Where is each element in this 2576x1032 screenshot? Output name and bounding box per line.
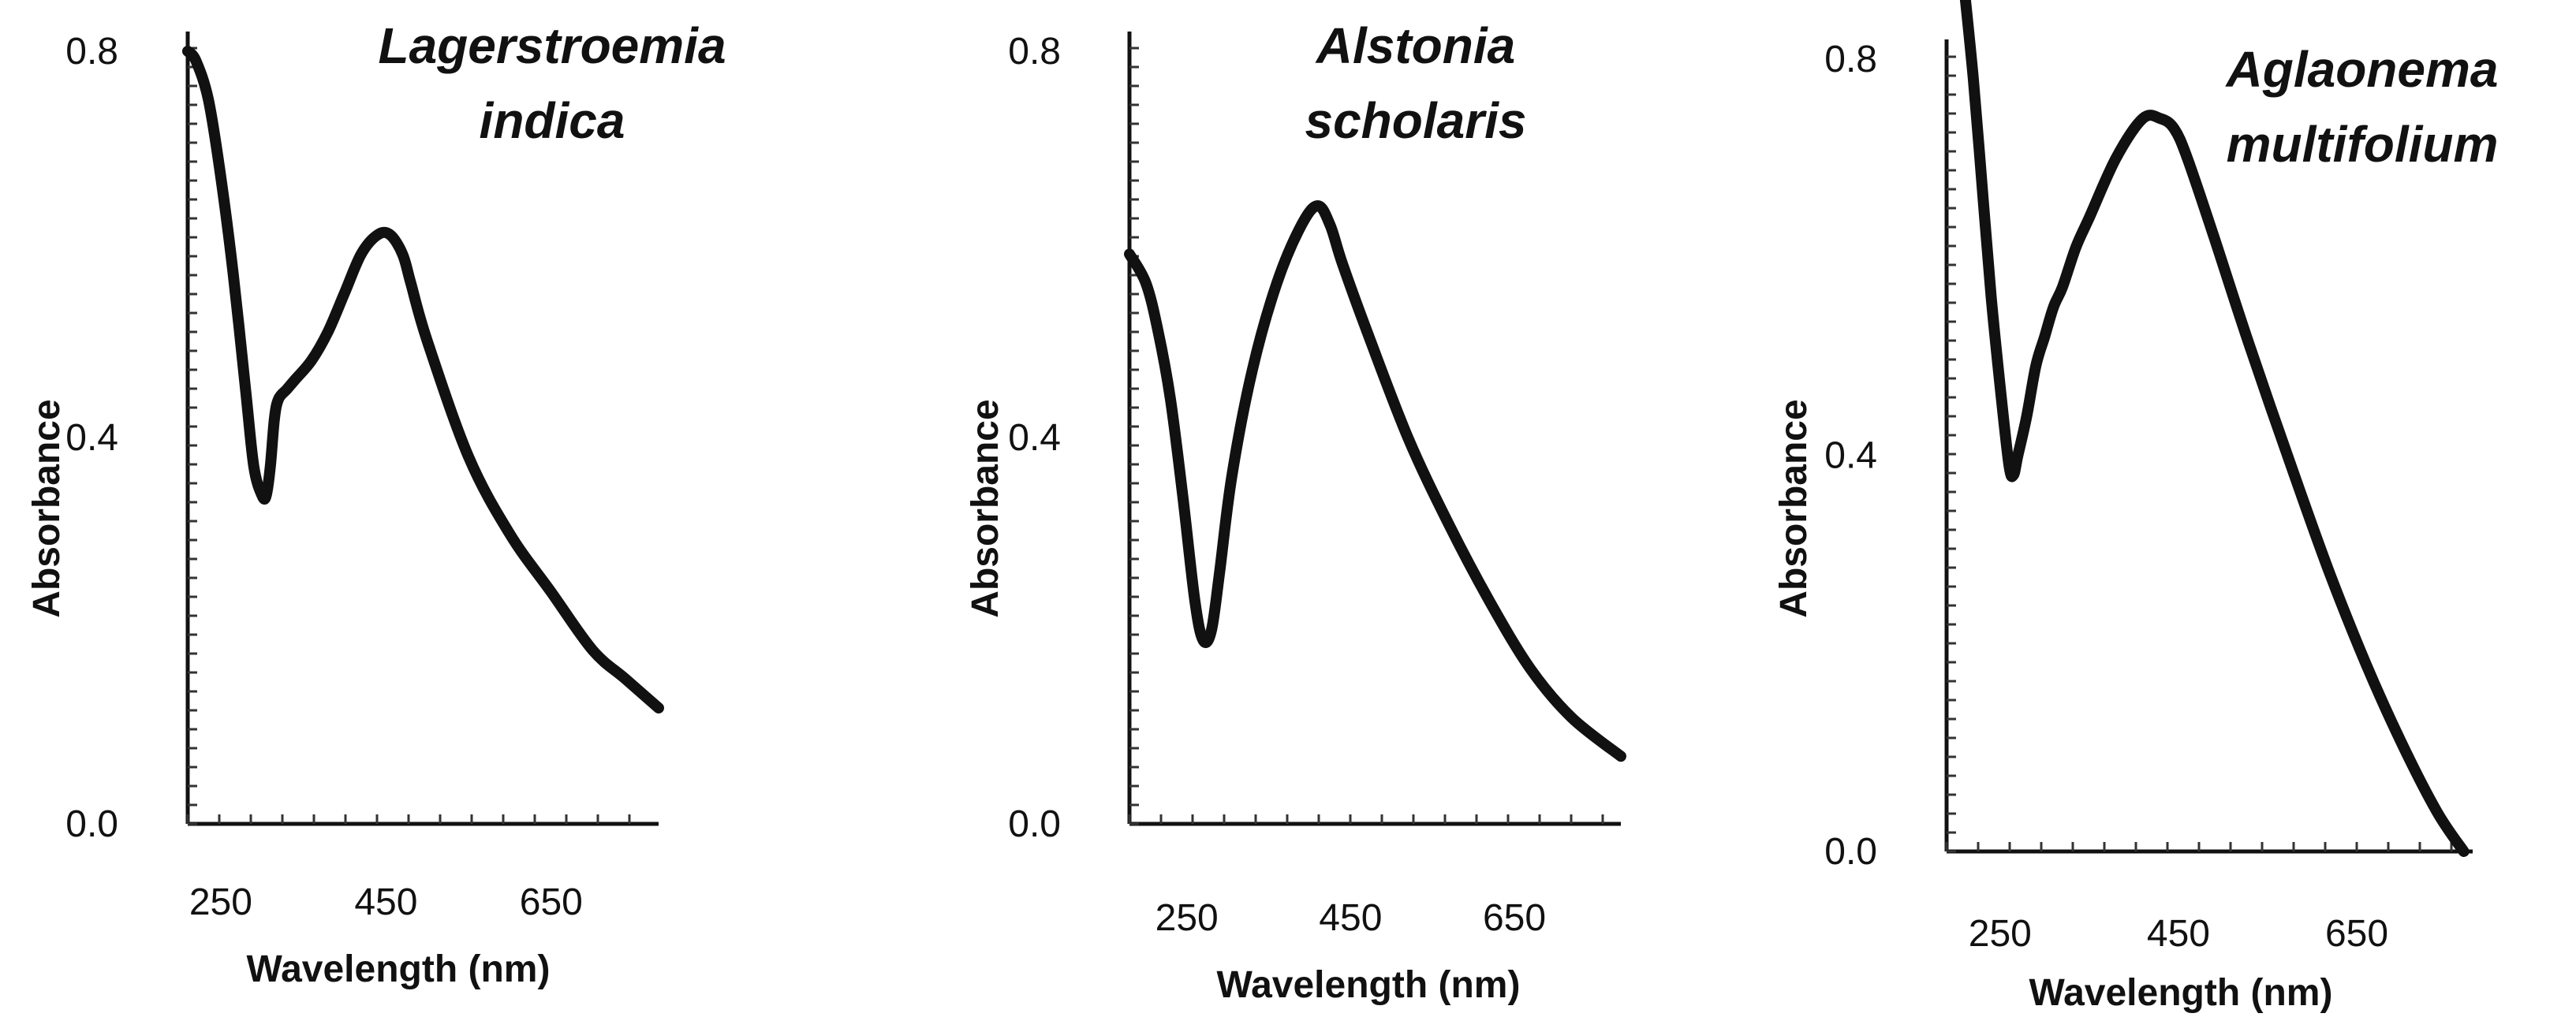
panel-2-y-tick-label-0.8: 0.8 — [1008, 31, 1061, 73]
panel-1-absorbance-curve — [182, 46, 664, 713]
chart-panel-1: Lagerstroemia indica Absorbance Waveleng… — [26, 17, 726, 990]
panel-2-minor-ticks — [1128, 47, 1604, 825]
panel-1-x-tick-labels: 250 450 650 — [189, 881, 583, 923]
panel-1-y-tick-label-0.8: 0.8 — [65, 31, 118, 73]
panel-2-y-tick-label-0.0: 0.0 — [1008, 803, 1061, 845]
chart-panel-3: Aglaonema multifolium Absorbance Wavelen… — [1773, 0, 2498, 1014]
panel-3-x-tick-label-450: 450 — [2147, 913, 2210, 955]
panel-3-title-line-1: Aglaonema — [2225, 41, 2499, 98]
panel-3-x-tick-labels: 250 450 650 — [1969, 913, 2388, 955]
panel-3-minor-ticks — [1945, 55, 2453, 853]
panel-2-x-tick-label-250: 250 — [1155, 897, 1219, 939]
panel-1-y-axis-title: Absorbance — [26, 399, 68, 617]
panel-3-absorbance-curve — [1959, 0, 2470, 857]
panel-1-x-tick-label-450: 450 — [354, 881, 417, 923]
panel-2-x-axis-title: Wavelength (nm) — [1217, 964, 1521, 1006]
panel-2-x-tick-label-650: 650 — [1483, 897, 1546, 939]
panel-1-x-tick-label-650: 650 — [520, 881, 583, 923]
panel-3-title-line-2: multifolium — [2227, 116, 2499, 173]
panel-1-title-line-2: indica — [480, 92, 625, 149]
panel-1-minor-ticks — [186, 47, 631, 825]
panel-3-x-tick-label-250: 250 — [1969, 913, 2032, 955]
panel-2-y-axis-title: Absorbance — [965, 399, 1006, 617]
panel-3-x-axis-title: Wavelength (nm) — [2029, 972, 2333, 1014]
panel-3-y-tick-label-0.4: 0.4 — [1824, 435, 1877, 477]
panel-1-y-tick-label-0.0: 0.0 — [65, 803, 118, 845]
panel-2-x-tick-labels: 250 450 650 — [1155, 897, 1546, 939]
panel-2-title-line-2: scholaris — [1305, 92, 1526, 149]
panel-2-title-line-1: Alstonia — [1315, 17, 1515, 74]
panel-3-y-tick-label-0.8: 0.8 — [1824, 39, 1877, 80]
panel-3-y-tick-label-0.0: 0.0 — [1824, 831, 1877, 873]
panel-3-y-axis-title: Absorbance — [1773, 399, 1815, 617]
panel-3-y-tick-labels: 0.0 0.4 0.8 — [1824, 39, 1877, 873]
panel-2-x-tick-label-450: 450 — [1319, 897, 1382, 939]
panel-1-title-line-1: Lagerstroemia — [378, 17, 726, 74]
panel-1-y-tick-labels: 0.0 0.4 0.8 — [65, 31, 118, 845]
panel-1-x-tick-label-250: 250 — [189, 881, 252, 923]
panel-3-x-tick-label-650: 650 — [2325, 913, 2388, 955]
panel-2-y-tick-labels: 0.0 0.4 0.8 — [1008, 31, 1061, 845]
chart-panel-2: Alstonia scholaris Absorbance Wavelength… — [965, 17, 1626, 1006]
panel-1-y-tick-label-0.4: 0.4 — [65, 417, 118, 459]
panel-1-x-axis-title: Wavelength (nm) — [247, 948, 551, 990]
panel-2-absorbance-curve — [1124, 200, 1626, 762]
panel-2-y-tick-label-0.4: 0.4 — [1008, 417, 1061, 459]
